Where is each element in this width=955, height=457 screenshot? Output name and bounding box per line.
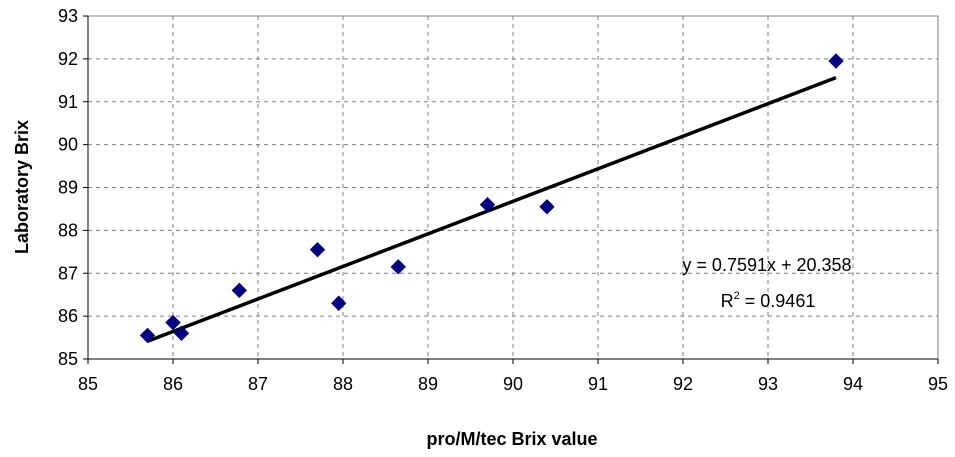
trendline <box>146 76 837 343</box>
r-squared-superscript: 2 <box>734 290 740 302</box>
y-tick-label: 89 <box>58 178 78 198</box>
y-tick-label: 92 <box>58 49 78 69</box>
data-point-diamond <box>231 282 248 299</box>
x-tick-label: 92 <box>673 374 693 394</box>
x-tick-label: 93 <box>758 374 778 394</box>
data-point-diamond <box>479 196 496 213</box>
axes <box>83 15 939 364</box>
r-squared-value: = 0.9461 <box>740 291 816 311</box>
y-tick-label: 91 <box>58 92 78 112</box>
r-squared-prefix: R <box>721 291 734 311</box>
trendline-group <box>146 76 837 343</box>
x-tick-label: 86 <box>163 374 183 394</box>
y-tick-label: 93 <box>58 6 78 26</box>
data-point-diamond <box>539 199 555 215</box>
y-tick-label: 85 <box>58 349 78 369</box>
tick-labels: 85 86 87 88 89 90 91 92 93 94 95 85 86 87 88 89 90 91 92 93 <box>58 6 948 394</box>
data-point-diamond <box>173 325 190 341</box>
x-tick-label: 95 <box>928 374 948 394</box>
y-tick-label: 88 <box>58 220 78 240</box>
data-point-diamond <box>165 314 181 331</box>
x-tick-label: 89 <box>418 374 438 394</box>
x-axis-title: pro/M/tec Brix value <box>426 429 597 449</box>
data-point-diamond <box>309 241 326 258</box>
x-tick-label: 88 <box>333 374 353 394</box>
data-point-diamond <box>331 295 347 311</box>
data-point-diamond <box>139 327 156 344</box>
x-tick-label: 87 <box>248 374 268 394</box>
y-tick-label: 86 <box>58 306 78 326</box>
data-point-diamond <box>390 259 406 275</box>
x-tick-label: 94 <box>843 374 863 394</box>
x-tick-label: 85 <box>78 374 98 394</box>
data-points <box>139 53 844 344</box>
y-tick-label: 87 <box>58 263 78 283</box>
x-tick-label: 91 <box>588 374 608 394</box>
grid-lines <box>88 16 938 359</box>
r-squared-label: R2 = 0.9461 <box>721 290 816 311</box>
data-point-diamond <box>828 53 844 69</box>
x-tick-label: 90 <box>503 374 523 394</box>
y-tick-label: 90 <box>58 135 78 155</box>
trendline-equation: y = 0.7591x + 20.358 <box>682 255 851 275</box>
y-axis-title: Laboratory Brix <box>12 120 32 254</box>
